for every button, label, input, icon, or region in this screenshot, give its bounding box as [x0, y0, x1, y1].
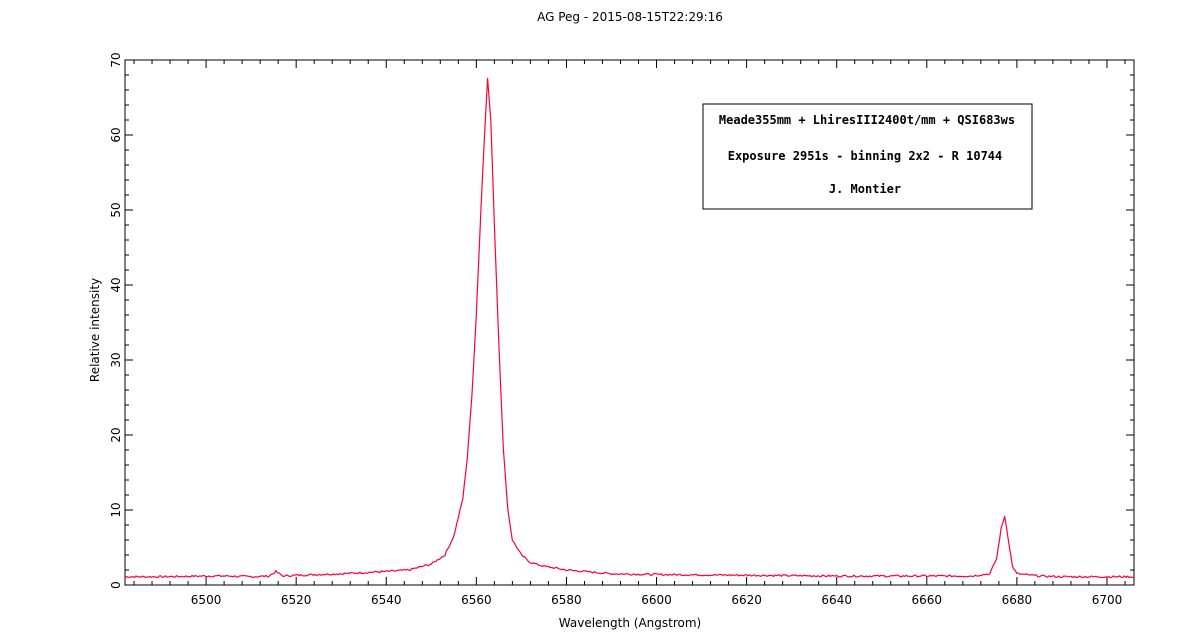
x-tick-label: 6700 — [1092, 593, 1123, 607]
y-tick-label: 70 — [109, 52, 123, 67]
x-tick-label: 6640 — [821, 593, 852, 607]
x-tick-label: 6680 — [1002, 593, 1033, 607]
x-axis-label: Wavelength (Angstrom) — [559, 616, 701, 630]
x-tick-label: 6660 — [912, 593, 943, 607]
x-tick-label: 6560 — [461, 593, 492, 607]
y-tick-label: 0 — [109, 581, 123, 589]
y-tick-label: 50 — [109, 202, 123, 217]
x-tick-label: 6540 — [371, 593, 402, 607]
chart-title: AG Peg - 2015-08-15T22:29:16 — [537, 10, 723, 24]
annotation-box-frame — [702, 103, 1033, 210]
x-tick-label: 6620 — [731, 593, 762, 607]
x-tick-label: 6500 — [191, 593, 222, 607]
x-axis-ticks — [133, 60, 1126, 585]
y-tick-label: 20 — [109, 427, 123, 442]
x-axis-tick-labels: 6500 6520 6540 6560 6580 6600 6620 6640 6660 6680… — [191, 593, 1122, 607]
annotation-line-exposure: Exposure 2951s - binning 2x2 - R 10744 — [728, 149, 1003, 163]
y-tick-label: 10 — [109, 502, 123, 517]
spectrum-series-line — [124, 77, 1135, 579]
annotation-box: Meade355mm + LhiresIII2400t/mm + QSI683w… — [702, 103, 1033, 210]
y-axis-ticks — [125, 59, 1134, 586]
y-tick-label: 60 — [109, 127, 123, 142]
x-tick-label: 6580 — [551, 593, 582, 607]
x-tick-label: 6520 — [281, 593, 312, 607]
y-axis-label: Relative intensity — [88, 278, 102, 382]
annotation-line-setup: Meade355mm + LhiresIII2400t/mm + QSI683w… — [719, 113, 1015, 127]
annotation-line-author: J. Montier — [829, 182, 901, 196]
y-tick-label: 40 — [109, 277, 123, 292]
x-tick-label: 6600 — [641, 593, 672, 607]
y-tick-label: 30 — [109, 352, 123, 367]
plot-frame — [124, 59, 1135, 586]
y-axis-tick-labels: 0 10 20 30 40 50 60 70 — [109, 52, 123, 588]
